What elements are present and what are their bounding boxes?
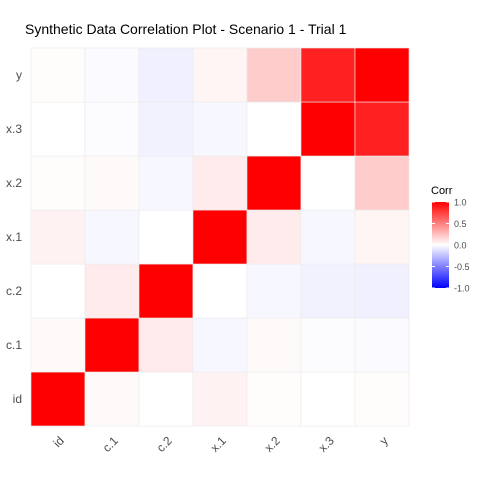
legend-tick-labels: 1.0 0.5 0.0 -0.5 -1.0 [432,198,470,294]
heatmap-cell-c.1-x.1 [192,317,248,373]
legend-tick-label: 0.0 [454,241,467,251]
heatmap-cell-c.1-c.1 [84,317,140,373]
y-tick-label-x.3: x.3 [6,122,22,136]
heatmap-cell-id-c.1 [84,371,140,427]
x-tick-label-x.2: x.2 [262,433,283,454]
heatmap-cell-x.2-c.1 [84,155,140,211]
y-tick-label-y: y [16,68,22,82]
y-tick-label-x.2: x.2 [6,176,22,190]
heatmap-cell-c.1-x.3 [300,317,356,373]
heatmap-cell-x.1-x.3 [300,209,356,265]
heatmap-cell-y-id [30,47,86,103]
legend-tick-label: -1.0 [454,284,470,294]
y-tick-label-c.1: c.1 [6,338,22,352]
heatmap-cell-y-c.2 [138,47,194,103]
heatmap-cell-x.1-x.2 [246,209,302,265]
x-tick-label-x.1: x.1 [208,433,229,454]
y-tick-label-c.2: c.2 [6,284,22,298]
heatmap-cell-x.2-y [354,155,410,211]
heatmap-cell-id-x.3 [300,371,356,427]
heatmap-cell-y-x.1 [192,47,248,103]
heatmap-cell-id-x.1 [192,371,248,427]
heatmap-cell-x.1-y [354,209,410,265]
heatmap-cell-x.3-c.2 [138,101,194,157]
heatmap-cell-c.1-id [30,317,86,373]
heatmap-cell-id-id [30,371,86,427]
heatmap-cell-id-y [354,371,410,427]
heatmap-cell-y-c.1 [84,47,140,103]
heatmap-cell-y-x.3 [300,47,356,103]
legend-tick-label: 0.5 [454,219,467,229]
heatmap-cell-id-c.2 [138,371,194,427]
heatmap-cell-c.1-c.2 [138,317,194,373]
heatmap-cell-c.2-x.1 [192,263,248,319]
heatmap-cell-x.3-c.1 [84,101,140,157]
x-tick-label-id: id [50,434,67,451]
y-tick-label-x.1: x.1 [6,230,22,244]
heatmap-cell-x.3-x.3 [300,101,356,157]
x-tick-label-c.1: c.1 [100,433,121,454]
heatmap-cell-x.3-x.2 [246,101,302,157]
heatmap-cell-x.2-c.2 [138,155,194,211]
heatmap-cell-c.2-c.2 [138,263,194,319]
heatmap-cell-x.3-x.1 [192,101,248,157]
x-axis-tick-labels: id c.1 c.2 x.1 x.2 x.3 y [50,433,391,454]
heatmap-cell-x.2-id [30,155,86,211]
x-tick-label-y: y [377,434,391,448]
x-tick-label-x.3: x.3 [316,433,337,454]
y-tick-label-id: id [13,392,22,406]
heatmap-cell-x.3-id [30,101,86,157]
heatmap-cells [30,47,410,427]
heatmap-cell-c.1-y [354,317,410,373]
heatmap-cell-y-y [354,47,410,103]
heatmap-cell-x.2-x.2 [246,155,302,211]
heatmap-cell-x.1-x.1 [192,209,248,265]
x-tick-label-c.2: c.2 [154,433,175,454]
heatmap-cell-id-x.2 [246,371,302,427]
heatmap-cell-x.1-c.2 [138,209,194,265]
heatmap-cell-x.1-id [30,209,86,265]
heatmap-cell-c.2-id [30,263,86,319]
heatmap-cell-c.2-x.3 [300,263,356,319]
legend-colorbar [432,202,449,288]
legend-tick-label: 1.0 [454,198,467,208]
y-axis-tick-labels: id c.1 c.2 x.1 x.2 x.3 y [6,68,22,406]
heatmap-cell-c.1-x.2 [246,317,302,373]
legend-tick-label: -0.5 [454,262,470,272]
heatmap-cell-x.1-c.1 [84,209,140,265]
legend-title: Corr [431,185,453,197]
heatmap-cell-c.2-x.2 [246,263,302,319]
legend: Corr 1.0 0.5 0.0 -0.5 -1.0 [431,185,470,294]
heatmap-cell-c.2-y [354,263,410,319]
heatmap-cell-x.2-x.1 [192,155,248,211]
chart-title: Synthetic Data Correlation Plot - Scenar… [25,21,347,37]
heatmap-cell-y-x.2 [246,47,302,103]
heatmap-cell-x.3-y [354,101,410,157]
heatmap-cell-c.2-c.1 [84,263,140,319]
heatmap-cell-x.2-x.3 [300,155,356,211]
